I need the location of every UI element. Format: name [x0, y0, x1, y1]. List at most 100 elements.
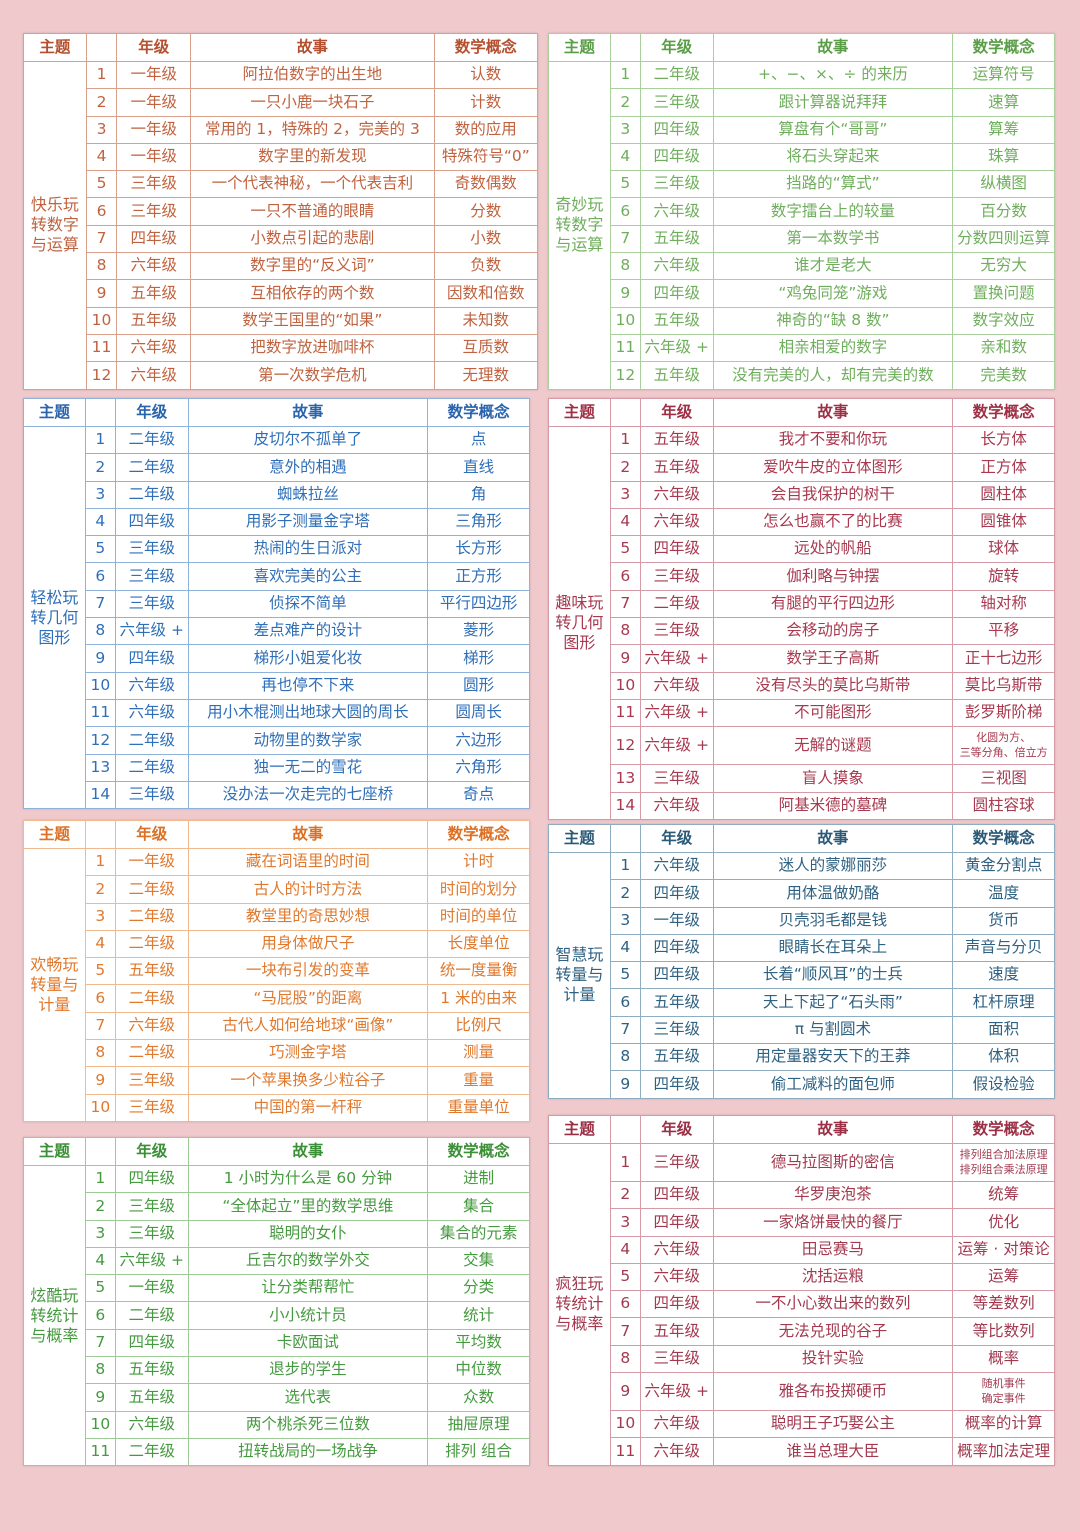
table-row: 10 六年级 两个桃杀死三位数 抽屉原理	[24, 1410, 530, 1439]
row-number: 11	[609, 333, 641, 363]
table-row: 14 三年级 没办法一次走完的七座桥 奇点	[24, 780, 530, 810]
grade-cell: 一年级	[114, 847, 189, 877]
row-number: 9	[84, 644, 116, 673]
grade-cell: 四年级	[639, 115, 714, 144]
concept-cell: 正方形	[427, 562, 530, 591]
row-number: 4	[609, 142, 641, 172]
table-easy-geometry: 主题 年级 故事 数学概念 轻松玩转几何图形 1 二年级 皮切尔不孤单了点 2 二年级 意外的相遇直…	[23, 398, 530, 810]
grade-cell: 五年级	[639, 306, 714, 335]
table-row: 11 六年级 谁当总理大臣 概率加法定理	[549, 1437, 1055, 1466]
concept-cell: 运算符号	[952, 60, 1055, 90]
table-row: 7 四年级 卡欧面试 平均数	[24, 1328, 530, 1358]
concept-cell: 莫比乌斯带	[952, 671, 1055, 700]
grade-cell: 五年级	[639, 453, 714, 482]
concept-cell: 时间的单位	[427, 902, 530, 931]
table-row: 欢畅玩转量与计量 1 一年级 藏在词语里的时间 计时	[23, 847, 530, 1122]
grade-cell: 六年级	[639, 252, 714, 281]
table-row: 5 三年级 挡路的“算式” 纵横图	[549, 170, 1055, 199]
story-cell: “马屁股”的距离	[187, 984, 429, 1013]
grade-cell: 一年级	[116, 88, 192, 117]
table-row: 2 三年级 “全体起立”里的数学思维 集合	[24, 1192, 530, 1221]
header-theme: 主题	[23, 33, 87, 62]
concept-cell: 假设检验	[952, 1070, 1055, 1099]
header-grade: 年级	[639, 1115, 714, 1144]
grade-cell: 三年级	[114, 780, 189, 810]
header-number	[609, 1115, 641, 1144]
grade-cell: 六年级	[114, 1011, 189, 1041]
concept-cell: 重量单位	[427, 1093, 530, 1122]
table-row: 4 一年级 数字里的新发现 特殊符号“0”	[24, 142, 539, 172]
table-row: 10 六年级 再也停不下来 圆形	[24, 671, 530, 700]
grade-cell: 二年级	[114, 726, 189, 755]
header-story: 故事	[712, 1115, 954, 1144]
concept-cell: 置换问题	[952, 279, 1055, 308]
table-row: 9 五年级 互相依存的两个数 因数和倍数	[24, 279, 539, 308]
concept-cell: 无穷大	[952, 252, 1055, 281]
concept-cell: 圆周长	[427, 698, 530, 728]
concept-cell: 圆柱容球	[952, 791, 1055, 820]
grade-cell: 六年级 +	[639, 644, 714, 673]
row-number: 9	[84, 1066, 116, 1095]
table-row: 6 二年级 小小统计员 统计	[24, 1301, 530, 1330]
story-cell: 一块布引发的变革	[187, 957, 429, 986]
row-number: 5	[609, 170, 641, 199]
row-number: 4	[84, 507, 116, 537]
table-row: 7 三年级 侦探不简单 平行四边形	[24, 589, 530, 619]
header-concept: 数学概念	[952, 398, 1055, 427]
row-number: 4	[84, 929, 116, 959]
grade-cell: 三年级	[114, 535, 189, 564]
row-number: 5	[84, 1274, 116, 1303]
header-story: 故事	[712, 33, 954, 62]
row-number: 9	[609, 644, 641, 673]
row-number: 12	[609, 726, 641, 766]
table-row: 11 二年级 扭转战局的一场战争 排列 组合	[24, 1437, 530, 1467]
table-row: 5 三年级 一个代表神秘，一个代表吉利 奇数偶数	[24, 170, 539, 199]
concept-cell: 数字效应	[952, 306, 1055, 335]
row-number: 11	[84, 698, 116, 728]
story-cell: 古代人如何给地球“画像”	[187, 1011, 429, 1041]
concept-cell: 完美数	[952, 361, 1055, 390]
header-theme: 主题	[548, 398, 611, 427]
grade-cell: 三年级	[116, 197, 192, 226]
grade-cell: 四年级	[639, 535, 714, 564]
row-number: 6	[609, 562, 641, 591]
row-number: 1	[85, 60, 118, 90]
concept-cell: 平均数	[427, 1328, 530, 1358]
story-cell: 1 小时为什么是 60 分钟	[187, 1164, 429, 1194]
grade-cell: 一年级	[116, 60, 192, 90]
concept-cell: 进制	[427, 1164, 530, 1194]
story-cell: 阿基米德的墓碑	[712, 791, 954, 820]
concept-cell: 彭罗斯阶梯	[952, 698, 1055, 728]
story-cell: 偷工减料的面包师	[712, 1070, 954, 1099]
grade-cell: 五年级	[639, 1317, 714, 1346]
row-number: 4	[84, 1246, 116, 1276]
grade-cell: 三年级	[114, 589, 189, 619]
concept-cell: 角	[427, 480, 530, 509]
table-row: 6 三年级 喜欢完美的公主 正方形	[24, 562, 530, 591]
grade-cell: 二年级	[639, 60, 714, 90]
table-cool-statistics-probability: 主题 年级 故事 数学概念 炫酷玩转统计与概率 1 四年级 1 小时为什么是 60 分钟 进制 2…	[23, 1137, 530, 1467]
concept-cell: 点	[427, 425, 530, 455]
grade-cell: 二年级	[114, 425, 189, 455]
header-row: 主题 年级 故事 数学概念	[23, 1137, 530, 1166]
header-story: 故事	[187, 398, 429, 427]
row-number: 14	[609, 791, 641, 820]
story-cell: 田忌赛马	[712, 1235, 954, 1264]
row-number: 11	[609, 1437, 641, 1466]
row-number: 2	[84, 875, 116, 904]
story-cell: 小数点引起的悲剧	[190, 224, 435, 254]
row-number: 6	[85, 197, 118, 226]
concept-cell: 奇点	[427, 780, 530, 810]
concept-cell: 纵横图	[952, 170, 1055, 199]
grade-cell: 三年级	[116, 170, 192, 199]
header-row: 主题 年级 故事 数学概念	[548, 824, 1055, 853]
story-cell: 差点难产的设计	[187, 617, 429, 646]
grade-cell: 二年级	[114, 875, 189, 904]
story-cell: 会移动的房子	[712, 617, 954, 646]
story-cell: 我才不要和你玩	[712, 425, 954, 455]
story-cell: 用体温做奶酪	[712, 879, 954, 908]
row-number: 8	[609, 617, 641, 646]
grade-cell: 六年级	[639, 1262, 714, 1292]
grade-cell: 六年级	[116, 252, 192, 281]
header-concept: 数学概念	[427, 398, 530, 427]
